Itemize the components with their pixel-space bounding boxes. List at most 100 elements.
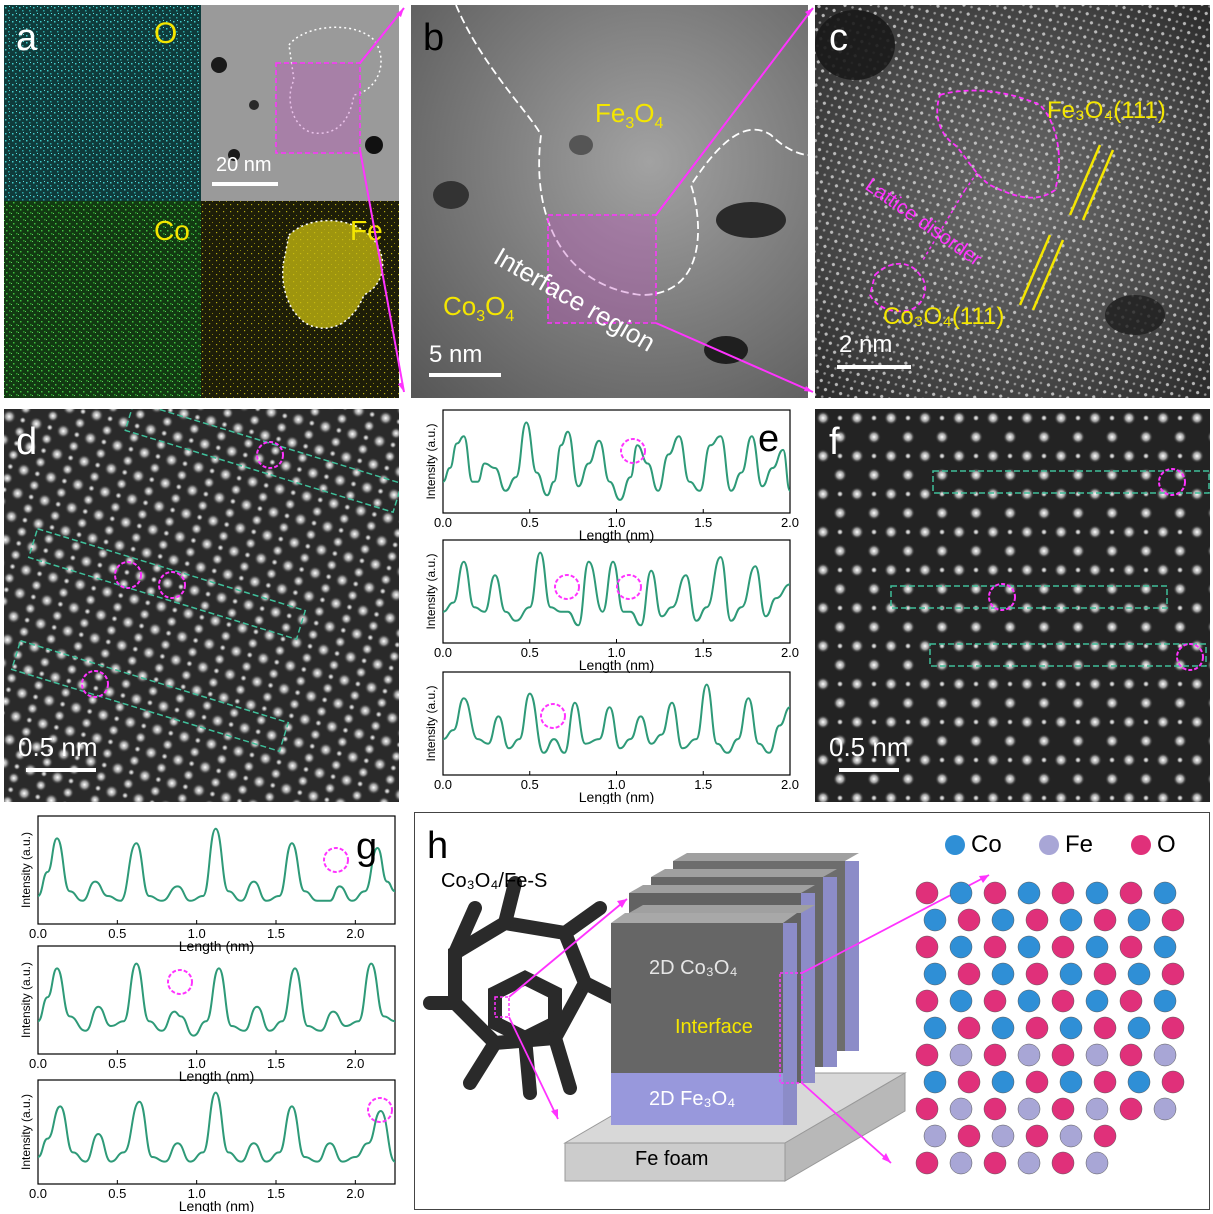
panel-h: h Co Fe O Co₃O₄/Fe-S 2D Co₃O₄ Interface … — [414, 812, 1210, 1210]
crystal-atom — [949, 1151, 973, 1175]
crystal-atom — [1119, 881, 1143, 905]
profile-line — [442, 421, 791, 501]
x-tick-label: 0.5 — [521, 515, 539, 530]
fe3o4-plane-label: Fe₃O₄(111) — [1047, 97, 1166, 124]
selection-box-b — [547, 214, 657, 324]
co3o4-label-b: Co3O4 — [443, 291, 515, 326]
plot-frame — [37, 945, 396, 1055]
x-tick-label: 1.0 — [188, 1056, 206, 1071]
x-tick-label: 0.0 — [29, 1186, 47, 1201]
profile-line — [37, 962, 396, 1037]
panel-letter-e: e — [758, 418, 780, 460]
crystal-atom — [949, 1097, 973, 1121]
defect-marker — [367, 1097, 393, 1123]
x-axis-label: Length (nm) — [179, 1068, 254, 1084]
x-tick-label: 1.0 — [188, 926, 206, 941]
scale-bar-c — [837, 365, 911, 369]
crystal-atom — [983, 1097, 1007, 1121]
crystal-atom — [1025, 1070, 1049, 1094]
co3o4-layer — [611, 923, 783, 1073]
x-tick-label: 0.5 — [521, 777, 539, 792]
x-tick-label: 0.0 — [434, 777, 452, 792]
crystal-atom — [1085, 935, 1109, 959]
panel-letter-f: f — [829, 421, 840, 463]
crystal-atom — [991, 962, 1015, 986]
profile-e-3: 0.0 0.5 1.0 1.5 2.0 Length (nm) Intensity (a.u… — [424, 671, 799, 804]
crystal-atom — [1051, 1151, 1075, 1175]
crystal-atom — [1085, 1043, 1109, 1067]
crystal-atom — [949, 1043, 973, 1067]
crystal-atom — [1093, 1016, 1117, 1040]
fe3o4-label-b: Fe3O4 — [595, 98, 664, 133]
crystal-atom — [1119, 1097, 1143, 1121]
scale-label-b: 5 nm — [429, 341, 483, 368]
legend-o-ball — [1131, 835, 1151, 855]
x-axis-label: Length (nm) — [579, 657, 654, 673]
crystal-atom — [915, 1151, 939, 1175]
x-tick-label: 0.0 — [29, 926, 47, 941]
crystal-atom — [957, 1070, 981, 1094]
co-map — [4, 201, 201, 398]
fe-map-label: Fe — [350, 215, 383, 246]
crystal-atom — [991, 908, 1015, 932]
y-axis-label: Intensity (a.u.) — [424, 553, 438, 629]
y-axis-label: Intensity (a.u.) — [424, 423, 438, 499]
scale-label-f: 0.5 nm — [829, 732, 909, 762]
x-tick-label: 0.5 — [108, 1186, 126, 1201]
y-axis-label: Intensity (a.u.) — [19, 832, 33, 908]
crystal-atom — [957, 962, 981, 986]
crystal-atom — [915, 1097, 939, 1121]
crystal-atom — [1059, 908, 1083, 932]
panel-letter-h: h — [427, 825, 449, 867]
x-tick-label: 2.0 — [781, 515, 799, 530]
x-axis-label: Length (nm) — [579, 527, 654, 543]
crystal-atom — [1059, 1124, 1083, 1148]
crystal-atom — [915, 989, 939, 1013]
scale-bar-a — [212, 182, 278, 186]
tem-image-b — [433, 5, 808, 364]
crystal-atom — [1017, 1043, 1041, 1067]
profile-line — [37, 827, 396, 902]
crystal-atom — [1017, 989, 1041, 1013]
crystal-atom — [991, 1070, 1015, 1094]
legend-co-label: Co — [971, 831, 1002, 858]
crystal-atom — [1093, 908, 1117, 932]
crystal-atom — [1051, 935, 1075, 959]
x-tick-label: 1.0 — [188, 1186, 206, 1201]
schematic-h — [423, 835, 1185, 1182]
x-tick-label: 0.5 — [108, 926, 126, 941]
crystal-atom — [957, 1124, 981, 1148]
x-tick-label: 2.0 — [781, 645, 799, 660]
x-tick-label: 0.5 — [521, 645, 539, 660]
eds-map-svg — [4, 5, 399, 398]
crystal-atom — [1153, 1043, 1177, 1067]
crystal-atom — [1153, 935, 1177, 959]
x-tick-label: 1.5 — [267, 1056, 285, 1071]
co-map-label: Co — [154, 215, 190, 246]
panel-letter-d: d — [16, 421, 38, 463]
x-tick-label: 0.0 — [29, 1056, 47, 1071]
crystal-atom — [1059, 1070, 1083, 1094]
crystal-atom — [1161, 908, 1185, 932]
x-tick-label: 0.5 — [108, 1056, 126, 1071]
plot-frame — [442, 539, 791, 644]
scale-label-d: 0.5 nm — [18, 732, 98, 762]
crystal-atom — [983, 1043, 1007, 1067]
crystal-atom — [983, 881, 1007, 905]
legend-o-label: O — [1157, 831, 1176, 858]
crystal-atom — [1161, 1016, 1185, 1040]
x-tick-label: 1.0 — [607, 645, 625, 660]
scale-label-a: 20 nm — [216, 154, 272, 176]
crystal-atom — [1017, 881, 1041, 905]
y-axis-label: Intensity (a.u.) — [424, 685, 438, 761]
x-tick-label: 1.0 — [607, 777, 625, 792]
x-tick-label: 0.0 — [434, 645, 452, 660]
profile-line — [442, 551, 791, 627]
defect-marker — [540, 703, 566, 729]
crystal-atom — [1161, 1070, 1185, 1094]
crystal-atom — [1025, 962, 1049, 986]
x-tick-label: 2.0 — [781, 777, 799, 792]
crystal-atom — [1051, 989, 1075, 1013]
crystal-atom — [1017, 1097, 1041, 1121]
crystal-atom — [1119, 1043, 1143, 1067]
